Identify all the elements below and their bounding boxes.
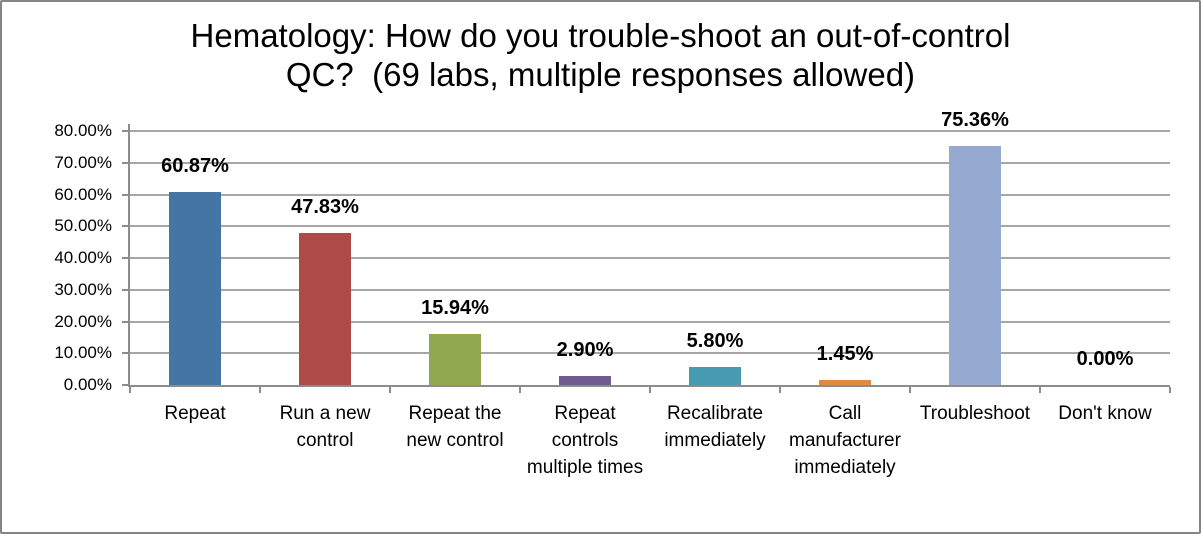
- y-axis-tick: [122, 320, 130, 323]
- bar-call-manufacturer-immediately: [819, 380, 871, 385]
- x-axis-tick: [1169, 387, 1171, 393]
- x-axis-tick: [519, 387, 521, 393]
- x-axis-category-label-line: Repeat the: [408, 403, 502, 424]
- x-axis-category-label-line: controls: [551, 430, 619, 451]
- y-axis-tick-label: 60.00%: [54, 184, 112, 204]
- x-axis-tick: [129, 387, 131, 393]
- x-axis-category-label-line: control: [296, 430, 354, 451]
- x-axis-category-label-line: immediately: [794, 457, 896, 478]
- x-axis-category-label-don-t-know: Don't know: [1040, 400, 1170, 427]
- bar-value-label-repeat-the-new-control: 15.94%: [421, 297, 489, 319]
- plot-gridline: [130, 288, 1170, 291]
- bar-value-label-repeat-controls-multiple-times: 2.90%: [556, 339, 614, 361]
- chart-title-line-2: QC? (69 labs, multiple responses allowed…: [285, 56, 916, 93]
- plot-gridline: [130, 257, 1170, 259]
- bar-repeat: [169, 192, 221, 385]
- x-axis-tick: [649, 387, 651, 393]
- x-axis-category-label-line: immediately: [664, 430, 766, 451]
- x-axis-category-label-repeat: Repeat: [130, 400, 260, 427]
- bar-value-label-don-t-know: 0.00%: [1076, 348, 1134, 370]
- x-axis-category-label-line: Repeat: [164, 403, 226, 424]
- bar-troubleshoot: [949, 146, 1001, 385]
- x-axis-category-label-line: new control: [406, 430, 504, 451]
- x-axis-category-label-line: manufacturer: [789, 430, 901, 451]
- x-axis-tick: [389, 387, 391, 393]
- x-axis-category-label-repeat-the-new-control: Repeat the new control: [390, 400, 520, 454]
- y-axis-tick: [122, 193, 130, 196]
- x-axis-category-label-line: Run a new: [279, 403, 371, 424]
- x-axis-category-label-call-manufacturer-immediately: Call manufacturer immediately: [780, 400, 910, 481]
- x-axis-tick: [259, 387, 261, 393]
- x-axis-category-label-run-a-new-control: Run a new control: [260, 400, 390, 454]
- y-axis-line: [128, 124, 130, 385]
- plot-gridline: [130, 193, 1170, 196]
- x-axis-tick: [1039, 387, 1041, 393]
- y-axis-tick-label: 20.00%: [54, 311, 112, 331]
- bar-repeat-controls-multiple-times: [559, 376, 611, 385]
- y-axis-tick-label: 70.00%: [54, 152, 112, 172]
- chart-title-line-1: Hematology: How do you trouble-shoot an …: [190, 17, 1011, 54]
- x-axis-line: [128, 385, 1170, 387]
- plot-gridline: [130, 225, 1170, 228]
- y-axis-tick: [122, 130, 130, 132]
- x-axis-tick: [909, 387, 911, 393]
- plot-gridline: [130, 161, 1170, 164]
- y-axis-tick: [122, 225, 130, 228]
- bar-value-label-recalibrate-immediately: 5.80%: [686, 330, 744, 352]
- y-axis-tick-label: 0.00%: [63, 375, 112, 394]
- y-axis-tick-label: 30.00%: [54, 279, 112, 299]
- x-axis-category-label-repeat-controls-multiple-times: Repeat controls multiple times: [520, 400, 650, 481]
- y-axis-tick: [122, 384, 130, 386]
- y-axis-tick-label: 40.00%: [54, 248, 112, 267]
- y-axis-tick: [122, 161, 130, 164]
- plot-gridline: [130, 130, 1170, 132]
- y-axis-tick-label: 50.00%: [54, 216, 112, 236]
- x-axis-category-label-line: Don't know: [1058, 403, 1152, 424]
- bar-repeat-the-new-control: [429, 334, 481, 385]
- bar-value-label-repeat: 60.87%: [161, 155, 229, 177]
- bar-value-label-run-a-new-control: 47.83%: [291, 196, 359, 218]
- x-axis-category-label-line: Call: [828, 403, 862, 424]
- x-axis-category-label-line: Troubleshoot: [919, 403, 1031, 424]
- bar-run-a-new-control: [299, 233, 351, 385]
- y-axis-tick-label: 80.00%: [54, 121, 112, 140]
- x-axis-category-label-line: Repeat: [554, 403, 616, 424]
- y-axis-tick-label: 10.00%: [54, 343, 112, 363]
- bar-value-label-troubleshoot: 75.36%: [941, 109, 1009, 131]
- y-axis-tick: [122, 352, 130, 355]
- plot-gridline: [130, 352, 1170, 355]
- bar-value-label-call-manufacturer-immediately: 1.45%: [816, 343, 874, 365]
- plot-gridline: [130, 320, 1170, 323]
- x-axis-category-label-recalibrate-immediately: Recalibrate immediately: [650, 400, 780, 454]
- y-axis-tick: [122, 257, 130, 259]
- x-axis-category-label-troubleshoot: Troubleshoot: [910, 400, 1040, 427]
- x-axis-category-label-line: multiple times: [526, 457, 644, 478]
- x-axis-tick: [779, 387, 781, 393]
- y-axis-tick: [122, 288, 130, 291]
- bar-recalibrate-immediately: [689, 367, 741, 385]
- chart-title: Hematology: How do you trouble-shoot an …: [0, 16, 1201, 94]
- x-axis-category-label-line: Recalibrate: [666, 403, 764, 424]
